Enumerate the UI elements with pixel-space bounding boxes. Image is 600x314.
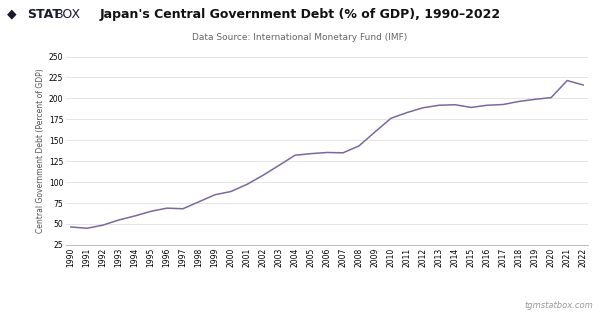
Text: BOX: BOX [55, 8, 81, 21]
Text: Japan's Central Government Debt (% of GDP), 1990–2022: Japan's Central Government Debt (% of GD… [100, 8, 500, 21]
Text: ◆: ◆ [7, 8, 17, 21]
Text: Data Source: International Monetary Fund (IMF): Data Source: International Monetary Fund… [193, 33, 407, 42]
Y-axis label: Central Government Debt (Percent of GDP): Central Government Debt (Percent of GDP) [35, 68, 44, 233]
Text: STAT: STAT [27, 8, 61, 21]
Text: tgmstatbox.com: tgmstatbox.com [524, 301, 593, 310]
